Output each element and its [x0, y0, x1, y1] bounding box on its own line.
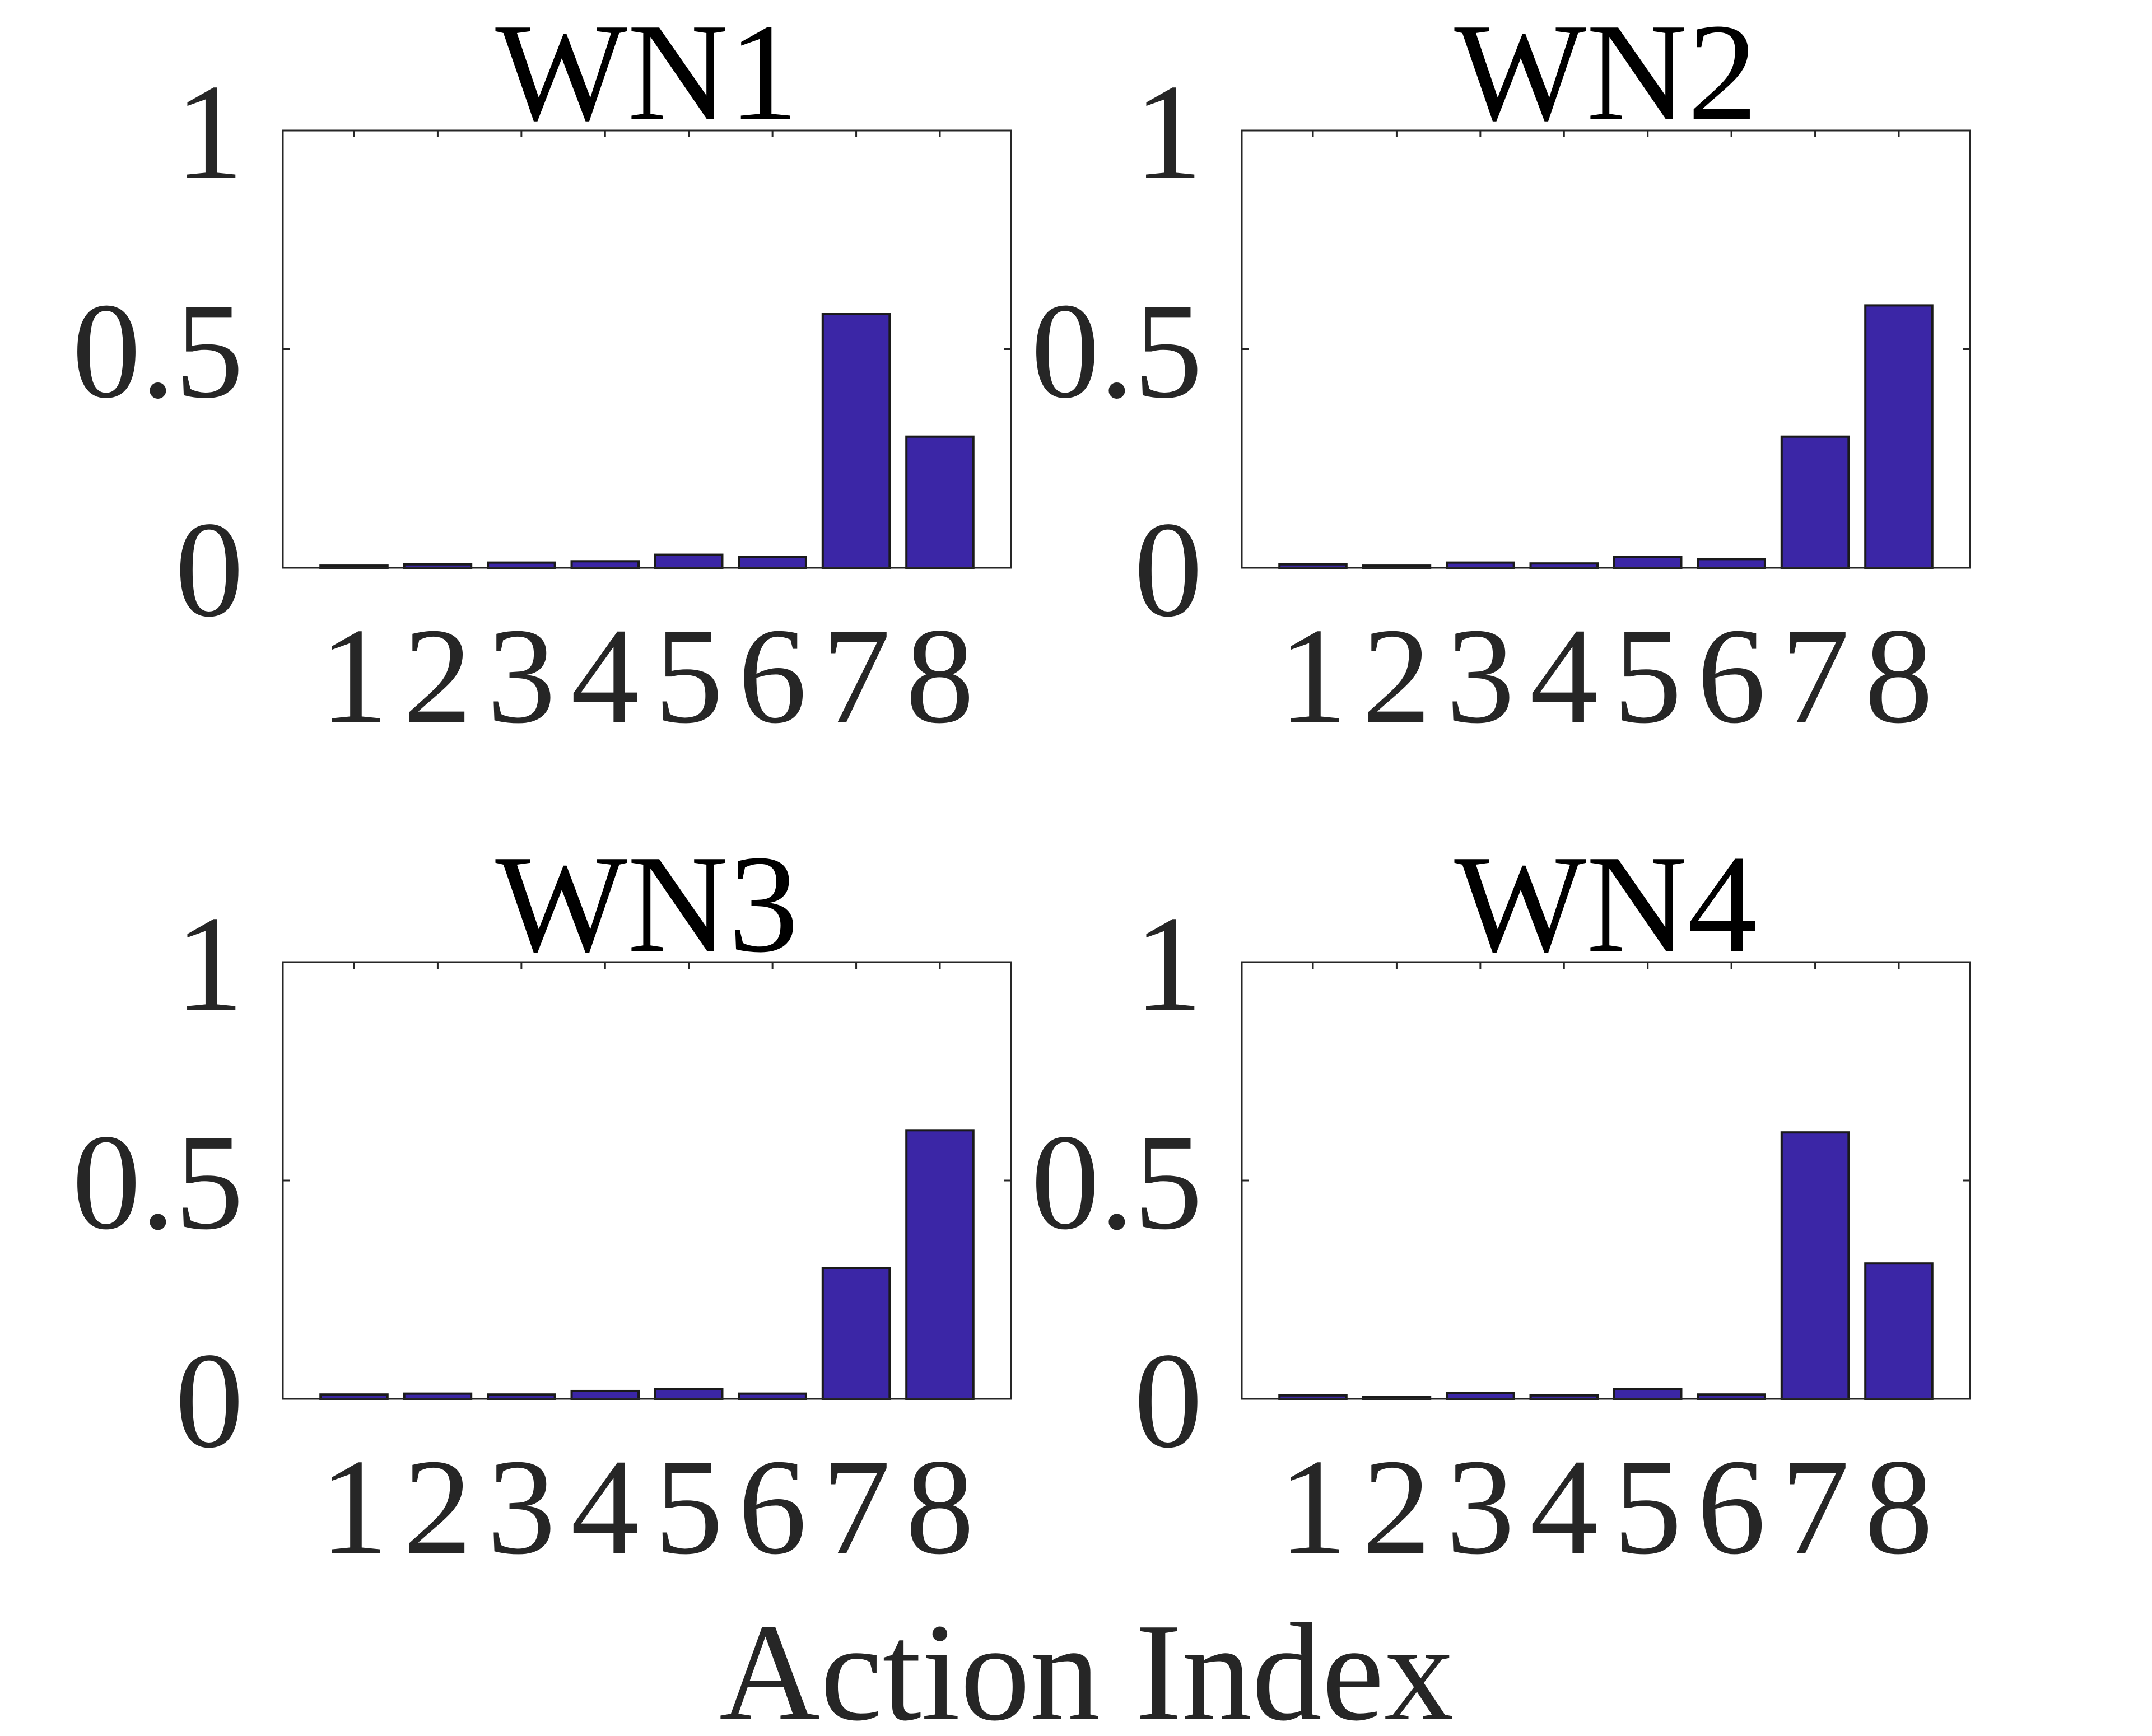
x-tick-label: 3: [487, 1431, 556, 1583]
y-tick-label: 0.5: [72, 1106, 244, 1258]
subplot-title: WN4: [1454, 827, 1758, 982]
x-tick-label: 5: [654, 1431, 723, 1583]
bar-action-5: [1613, 556, 1683, 569]
bar-action-8: [905, 435, 975, 570]
bar-action-8: [1864, 304, 1934, 570]
x-tick-label: 4: [1530, 600, 1599, 752]
x-tick-label: 6: [738, 600, 807, 752]
subplot-title: WN2: [1454, 0, 1758, 150]
x-tick-label: 7: [1781, 1431, 1850, 1583]
x-tick-label: 8: [906, 1431, 975, 1583]
x-tick-label: 4: [571, 600, 640, 752]
x-axis-label: Action Index: [719, 1595, 1454, 1736]
x-tick-label: 5: [1613, 1431, 1682, 1583]
bar-action-5: [1613, 1388, 1683, 1401]
x-tick-label: 2: [403, 600, 472, 752]
y-tick-label: 1: [1134, 56, 1203, 208]
x-tick-label: 6: [1697, 1431, 1766, 1583]
x-tick-label: 3: [487, 600, 556, 752]
y-tick-label: 0: [175, 493, 244, 645]
x-tick-label: 8: [906, 600, 975, 752]
subplot-title: WN3: [495, 827, 799, 982]
bar-action-7: [821, 313, 891, 570]
x-tick-label: 7: [822, 1431, 891, 1583]
x-tick-label: 2: [403, 1431, 472, 1583]
x-tick-label: 5: [1613, 600, 1682, 752]
y-tick-label: 0: [1134, 493, 1203, 645]
y-tick-label: 1: [175, 888, 244, 1039]
x-tick-label: 5: [654, 600, 723, 752]
x-tick-label: 1: [320, 600, 389, 752]
x-tick-label: 2: [1362, 600, 1431, 752]
bar-action-6: [1697, 558, 1766, 570]
x-tick-label: 3: [1446, 600, 1515, 752]
bar-action-6: [738, 556, 807, 569]
x-tick-label: 6: [738, 1431, 807, 1583]
x-tick-label: 1: [1279, 600, 1348, 752]
bar-action-7: [1780, 435, 1850, 570]
y-tick-label: 1: [1134, 888, 1203, 1039]
y-tick-label: 0.5: [1031, 1106, 1203, 1258]
bar-action-7: [1780, 1131, 1850, 1400]
bar-action-5: [654, 1388, 724, 1401]
y-tick-label: 0: [175, 1324, 244, 1476]
x-tick-label: 1: [1279, 1431, 1348, 1583]
x-tick-label: 8: [1865, 1431, 1934, 1583]
x-tick-label: 4: [1530, 1431, 1599, 1583]
bar-action-4: [570, 1389, 640, 1400]
x-tick-label: 6: [1697, 600, 1766, 752]
x-tick-label: 4: [571, 1431, 640, 1583]
bar-action-7: [821, 1267, 891, 1400]
subplot-title: WN1: [495, 0, 799, 150]
x-tick-label: 7: [822, 600, 891, 752]
y-tick-label: 0.5: [1031, 275, 1203, 427]
bar-action-4: [570, 560, 640, 569]
y-tick-label: 0.5: [72, 275, 244, 427]
bar-action-8: [1864, 1262, 1934, 1400]
bar-action-8: [905, 1129, 975, 1401]
bar-action-5: [654, 553, 724, 570]
y-tick-label: 0: [1134, 1324, 1203, 1476]
x-tick-label: 1: [320, 1431, 389, 1583]
y-tick-label: 1: [175, 56, 244, 208]
x-tick-label: 2: [1362, 1431, 1431, 1583]
x-tick-label: 3: [1446, 1431, 1515, 1583]
x-tick-label: 8: [1865, 600, 1934, 752]
x-tick-label: 7: [1781, 600, 1850, 752]
bar-action-3: [1446, 1392, 1515, 1401]
